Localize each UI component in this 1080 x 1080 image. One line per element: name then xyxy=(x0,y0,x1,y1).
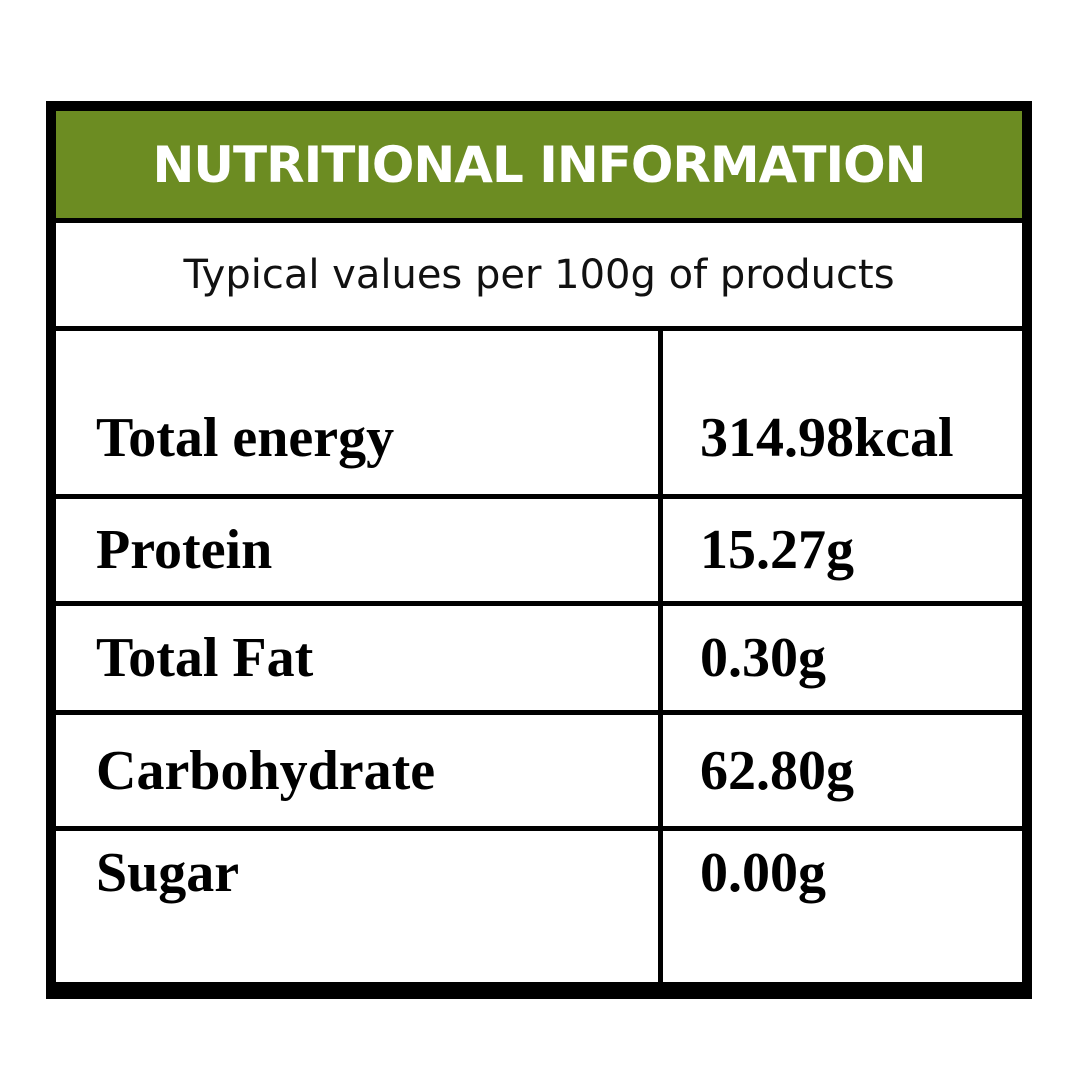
nutrient-value: 0.30g xyxy=(663,606,1022,710)
nutrient-name: Carbohydrate xyxy=(56,715,658,826)
nutrient-value: 62.80g xyxy=(663,715,1022,826)
table-title: NUTRITIONAL INFORMATION xyxy=(56,111,1022,218)
table-subtitle: Typical values per 100g of products xyxy=(56,223,1022,326)
nutrient-value: 15.27g xyxy=(663,499,1022,601)
nutrient-name: Total Fat xyxy=(56,606,658,710)
nutrient-name: Protein xyxy=(56,499,658,601)
nutrient-value: 0.00g xyxy=(663,831,1022,982)
nutrient-name: Total energy xyxy=(56,331,658,494)
nutrient-name: Sugar xyxy=(56,831,658,982)
nutrition-table: NUTRITIONAL INFORMATION Typical values p… xyxy=(46,101,1032,999)
nutrient-value: 314.98kcal xyxy=(663,331,1022,494)
